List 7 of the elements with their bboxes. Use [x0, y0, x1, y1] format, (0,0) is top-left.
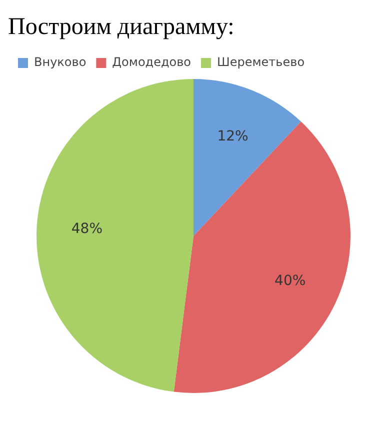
legend-label: Домодедово: [112, 55, 192, 70]
data-label: 12%: [217, 128, 248, 144]
legend-label: Внуково: [34, 55, 86, 70]
data-label: 48%: [71, 220, 103, 237]
data-label: 40%: [274, 273, 306, 290]
chart-title: Построим диаграмму:: [8, 14, 236, 41]
legend-label: Шереметьево: [217, 55, 305, 70]
